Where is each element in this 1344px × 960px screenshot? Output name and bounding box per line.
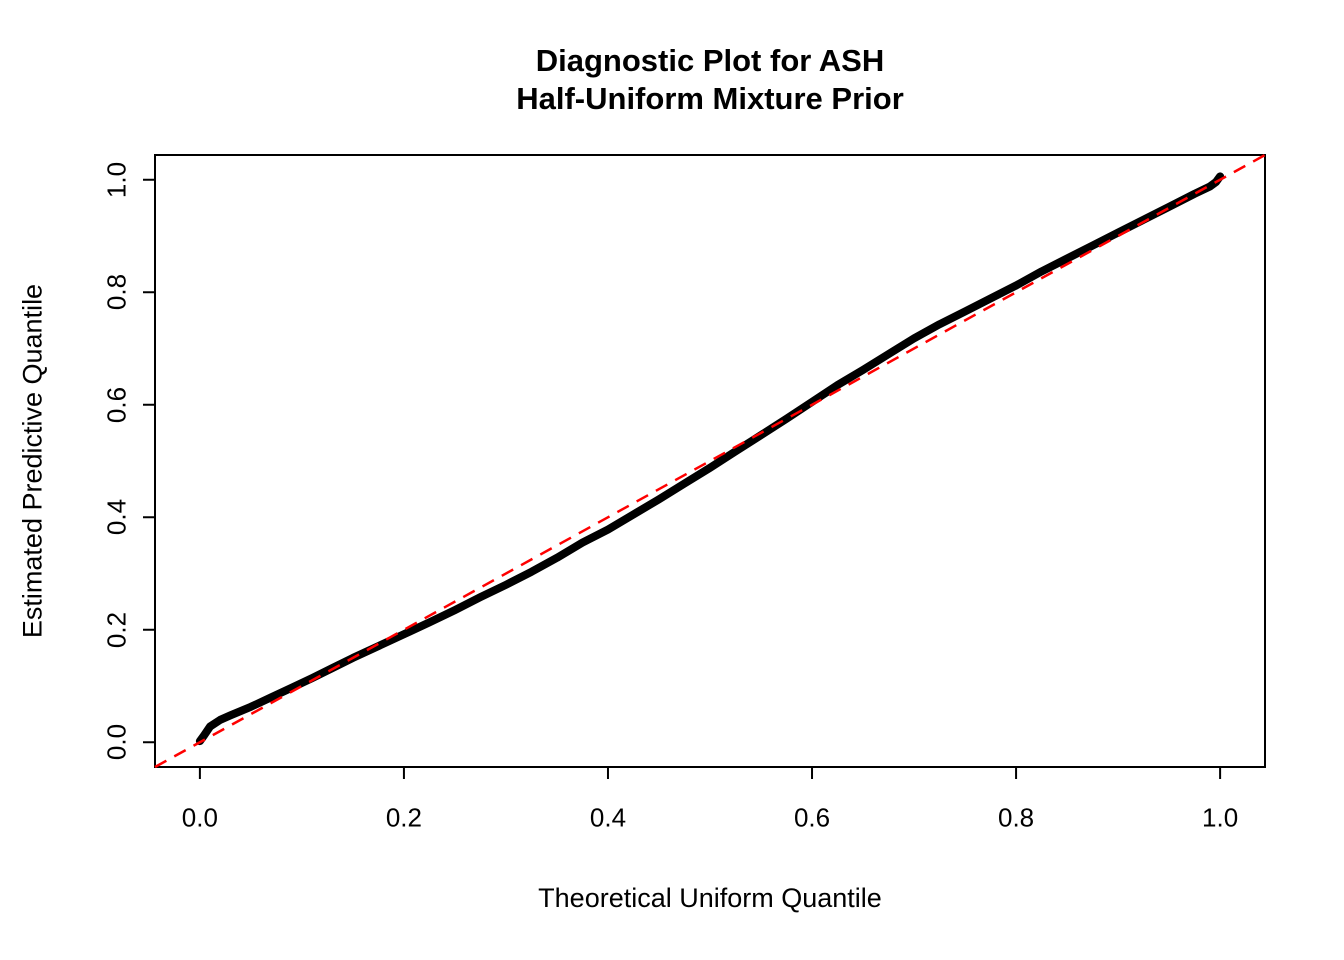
y-axis-ticks [143, 178, 155, 744]
plot-box [154, 154, 1266, 768]
x-tick-label: 1.0 [1202, 802, 1239, 833]
chart-title-line-1: Diagnostic Plot for ASH [535, 43, 885, 78]
y-tick-label: 0.4 [101, 499, 132, 536]
y-tick-label: 1.0 [101, 161, 132, 198]
y-tick-label: 0.2 [101, 611, 132, 648]
chart-title: Diagnostic Plot for ASH Half-Uniform Mix… [155, 42, 1265, 118]
chart-title-line-2: Half-Uniform Mixture Prior [516, 81, 904, 116]
x-tick-label: 0.6 [793, 802, 831, 833]
y-tick-label: 0.8 [101, 274, 132, 311]
x-axis-title: Theoretical Uniform Quantile [538, 883, 882, 913]
x-tick-label: 0.8 [997, 802, 1035, 833]
reference-line [154, 153, 1266, 769]
y-axis-title: Estimated Predictive Quantile [17, 283, 48, 639]
x-tick-label: 0.0 [181, 802, 218, 833]
x-tick-label: 0.4 [589, 802, 627, 833]
x-axis-ticks [198, 767, 1222, 779]
qq-curve [195, 172, 1225, 746]
y-tick-label: 0.6 [101, 386, 132, 423]
x-tick-label: 0.2 [385, 802, 422, 833]
y-tick-label: 0.0 [101, 724, 132, 761]
